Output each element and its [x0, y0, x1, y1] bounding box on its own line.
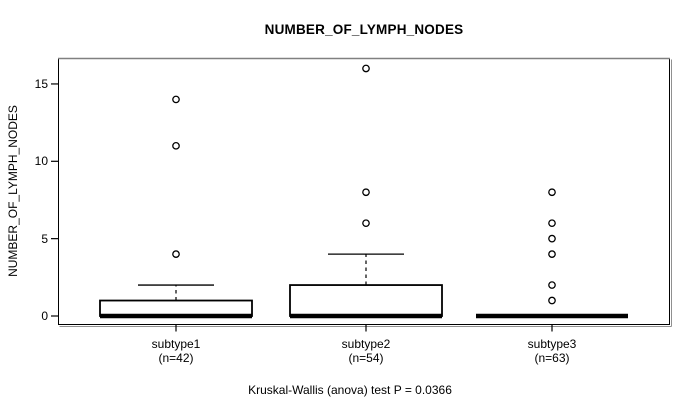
outlier-point	[548, 296, 556, 305]
outlier-point	[362, 219, 370, 228]
x-group-label: subtype2 (n=54)	[291, 337, 441, 365]
outlier-point	[362, 188, 370, 197]
y-tick-label: 10	[34, 154, 48, 169]
group-name: subtype3	[527, 337, 577, 351]
x-group-label: subtype3 (n=63)	[477, 337, 627, 365]
chart-title: NUMBER_OF_LYMPH_NODES	[264, 22, 464, 37]
outlier-point	[548, 281, 556, 289]
outlier-point	[548, 250, 556, 258]
y-tick-label: 0	[41, 309, 48, 323]
stat-test-caption: Kruskal-Wallis (anova) test P = 0.0366	[248, 383, 452, 397]
y-tick-label: 5	[41, 231, 48, 246]
group-name: subtype1	[151, 337, 201, 351]
outlier-point	[548, 219, 556, 228]
group-count: (n=54)	[348, 351, 384, 365]
outlier-point	[172, 95, 180, 104]
iqr-box	[289, 284, 443, 317]
outlier-point	[548, 234, 556, 243]
outlier-point	[548, 188, 556, 197]
y-tick-label: 15	[34, 76, 48, 91]
iqr-box	[99, 299, 253, 317]
group-name: subtype2	[341, 337, 391, 351]
outlier-point	[362, 64, 370, 73]
outlier-point	[172, 141, 180, 150]
group-count: (n=63)	[534, 351, 570, 365]
group-count: (n=42)	[158, 351, 194, 365]
x-group-label: subtype1 (n=42)	[101, 337, 251, 365]
outlier-point	[172, 250, 180, 258]
